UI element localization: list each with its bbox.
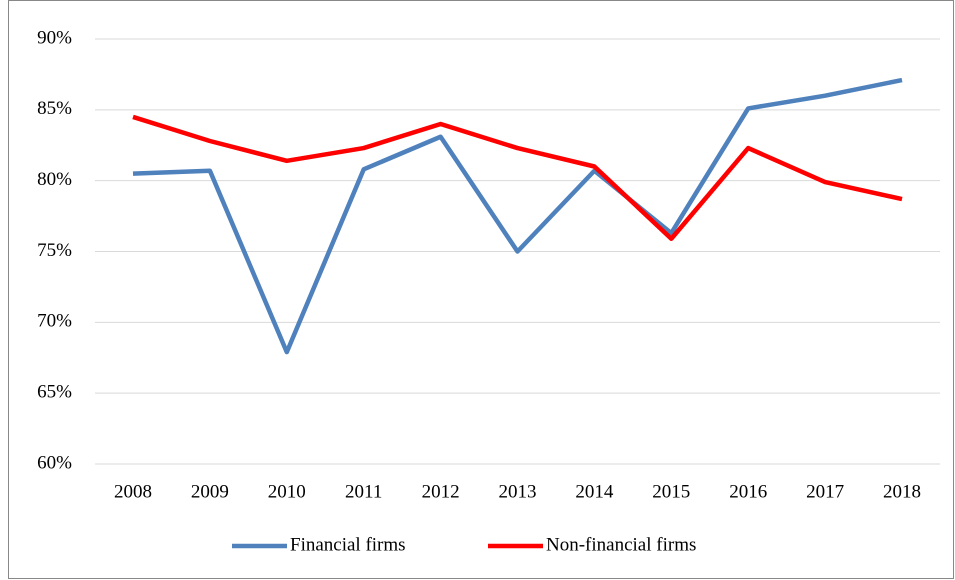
legend-label: Non-financial firms bbox=[546, 534, 696, 555]
series-line bbox=[132, 114, 903, 241]
x-tick-label: 2008 bbox=[114, 481, 152, 502]
x-tick-label: 2010 bbox=[268, 481, 306, 502]
x-tick-label: 2015 bbox=[652, 481, 690, 502]
y-tick-label: 80% bbox=[37, 169, 72, 190]
x-tick-label: 2018 bbox=[883, 481, 921, 502]
y-tick-label: 60% bbox=[37, 452, 72, 473]
x-tick-label: 2016 bbox=[729, 481, 767, 502]
y-tick-label: 70% bbox=[37, 311, 72, 332]
y-tick-label: 90% bbox=[37, 27, 72, 48]
y-tick-label: 75% bbox=[37, 240, 72, 261]
x-tick-label: 2014 bbox=[575, 481, 614, 502]
legend-label: Financial firms bbox=[290, 534, 406, 555]
x-tick-label: 2013 bbox=[499, 481, 537, 502]
x-tick-label: 2009 bbox=[191, 481, 229, 502]
x-tick-label: 2011 bbox=[345, 481, 382, 502]
y-tick-label: 65% bbox=[37, 382, 72, 403]
chart-frame bbox=[8, 0, 954, 579]
y-tick-label: 85% bbox=[37, 98, 72, 119]
x-tick-label: 2017 bbox=[806, 481, 844, 502]
x-tick-label: 2012 bbox=[422, 481, 460, 502]
series-line bbox=[132, 77, 903, 355]
